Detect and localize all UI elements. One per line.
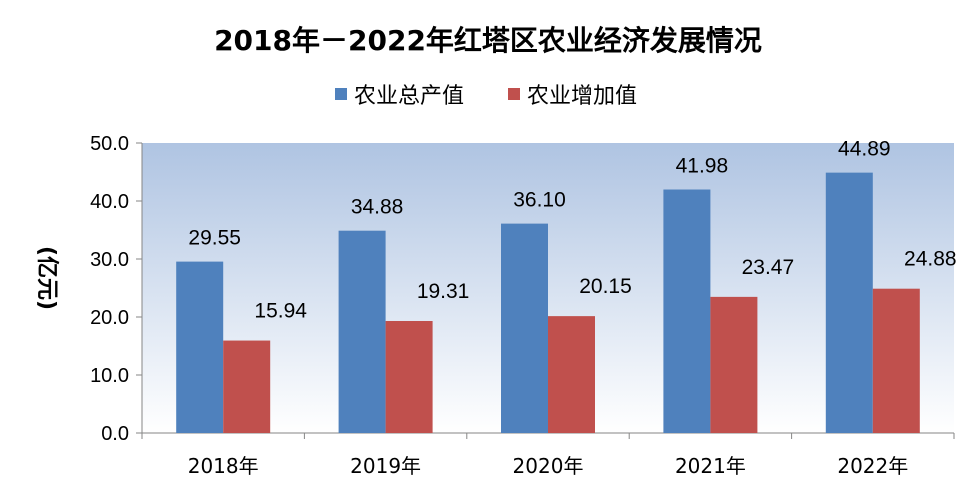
y-tick-label: 40.0 — [90, 191, 129, 213]
y-tick-label: 30.0 — [90, 249, 129, 271]
data-label-value-added: 20.15 — [579, 275, 632, 298]
legend: 农业总产值 农业增加值 — [335, 84, 637, 109]
data-label-value-added: 24.88 — [904, 248, 957, 271]
x-tick-label: 2021年 — [675, 454, 746, 478]
data-label-value-added: 19.31 — [417, 280, 470, 303]
x-tick-label: 2018年 — [188, 454, 259, 478]
bar-value-added-2018年 — [223, 340, 271, 433]
bar-gross-output-2022年 — [825, 172, 873, 433]
bar-gross-output-2021年 — [663, 189, 711, 433]
x-tick-label: 2019年 — [350, 454, 421, 478]
bar-value-added-2020年 — [548, 316, 595, 433]
legend-swatch-value-added — [508, 88, 520, 100]
legend-label-value-added: 农业增加值 — [527, 84, 637, 109]
y-tick-labels: 0.0 10.0 20.0 30.0 40.0 50.0 — [90, 133, 129, 445]
data-labels: 29.55 34.88 36.10 41.98 44.89 15.94 19.31 20.15… — [188, 138, 956, 323]
bar-value-added-2021年 — [710, 296, 758, 433]
y-tick-label: 0.0 — [101, 423, 129, 445]
data-label-gross-output: 34.88 — [351, 196, 404, 219]
data-label-gross-output: 36.10 — [513, 189, 566, 212]
x-tick-label: 2022年 — [837, 454, 908, 478]
data-label-gross-output: 41.98 — [676, 155, 729, 178]
y-tick-label: 50.0 — [90, 133, 129, 155]
legend-label-gross-output: 农业总产值 — [354, 84, 464, 109]
bar-gross-output-2019年 — [338, 230, 386, 433]
data-label-value-added: 23.47 — [742, 256, 795, 279]
bar-value-added-2022年 — [872, 288, 920, 433]
chart-title: 2018年－2022年红塔区农业经济发展情况 — [214, 24, 762, 57]
x-tick-labels: 2018年 2019年 2020年 2021年 2022年 — [188, 454, 909, 478]
y-tick-label: 20.0 — [90, 307, 129, 329]
bars — [176, 172, 920, 433]
y-tick-label: 10.0 — [90, 365, 129, 387]
bar-gross-output-2020年 — [501, 223, 548, 433]
y-axis-label: (亿元) — [34, 246, 59, 310]
data-label-value-added: 15.94 — [254, 300, 307, 323]
data-label-gross-output: 44.89 — [838, 138, 891, 161]
bar-value-added-2019年 — [385, 321, 433, 433]
x-tick-label: 2020年 — [513, 454, 584, 478]
data-label-gross-output: 29.55 — [188, 227, 241, 250]
legend-swatch-gross-output — [335, 88, 347, 100]
bar-gross-output-2018年 — [176, 261, 224, 433]
